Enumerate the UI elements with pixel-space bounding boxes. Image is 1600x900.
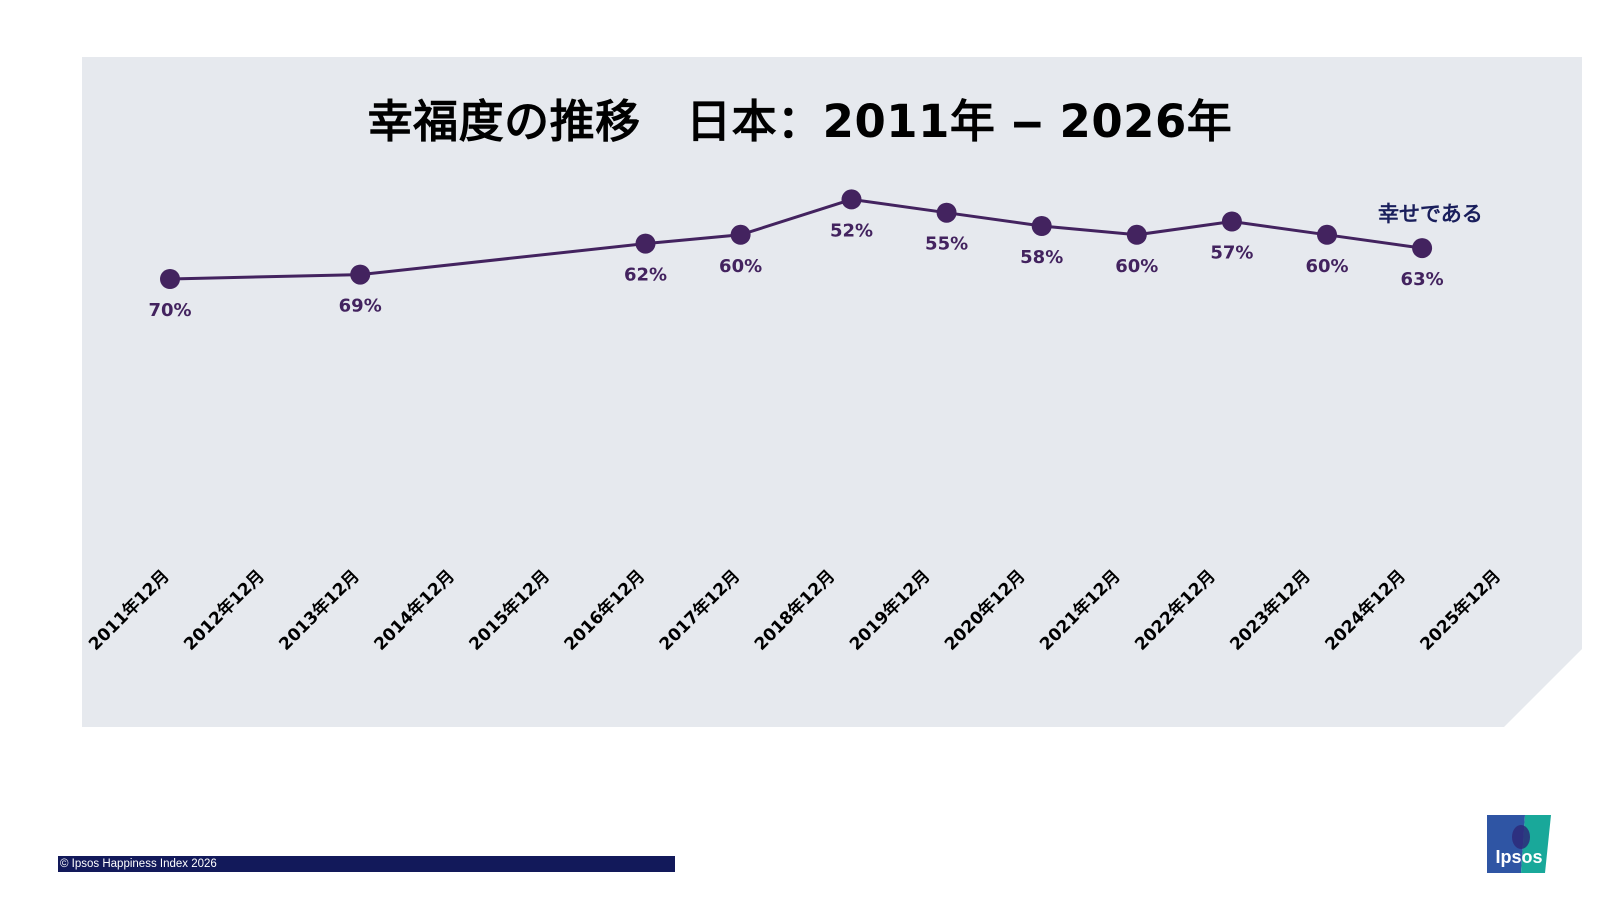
data-point [1317,224,1337,245]
data-label: 57% [1210,243,1253,264]
data-point [1031,216,1052,236]
legend-label: 幸せである [1378,202,1483,226]
data-label: 60% [1305,256,1348,277]
chart-title: 幸福度の推移 日本：2011年 ‒ 2026年 [367,95,1233,148]
data-point [1221,211,1242,232]
logo-text: Ipsos [1495,847,1543,867]
data-label: 58% [1020,247,1063,268]
data-point [635,233,656,254]
x-tick-label: 2020年12月 [940,566,1029,655]
copyright-text: © Ipsos Happiness Index 2026 [60,858,217,870]
data-label: 52% [830,220,873,241]
data-label: 63% [1401,269,1444,290]
x-tick-label: 2024年12月 [1321,566,1410,655]
copyright-bar: © Ipsos Happiness Index 2026 [58,856,675,872]
x-tick-label: 2015年12月 [465,566,554,655]
x-tick-label: 2014年12月 [370,566,459,655]
x-tick-label: 2018年12月 [750,566,839,655]
data-point [1126,224,1147,245]
data-point [350,264,371,285]
data-label: 70% [148,300,191,321]
data-point [841,189,862,210]
x-tick-label: 2025年12月 [1416,566,1505,655]
data-label: 62% [624,265,667,286]
data-label: 55% [925,234,968,255]
x-tick-label: 2012年12月 [180,566,269,655]
x-tick-label: 2017年12月 [655,566,744,655]
data-point [936,202,957,223]
data-point [1412,238,1433,259]
x-tick-label: 2011年12月 [84,566,173,655]
data-label: 69% [339,296,382,317]
x-tick-label: 2019年12月 [845,566,934,655]
x-tick-label: 2021年12月 [1035,566,1124,655]
data-point [730,224,751,245]
data-point [160,269,180,289]
data-label: 60% [1115,256,1158,277]
x-tick-label: 2013年12月 [275,566,364,655]
x-tick-label: 2023年12月 [1226,566,1315,655]
ipsos-logo: Ipsos [1487,815,1551,873]
x-tick-label: 2022年12月 [1131,566,1220,655]
data-label: 60% [719,256,762,277]
x-tick-label: 2016年12月 [560,566,649,655]
ipsos-logo-mark [1487,815,1551,873]
